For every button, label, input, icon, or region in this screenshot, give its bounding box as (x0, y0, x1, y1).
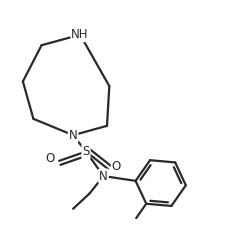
Text: NH: NH (71, 28, 89, 41)
Text: S: S (82, 145, 90, 158)
Text: O: O (46, 152, 55, 165)
Text: N: N (99, 169, 108, 183)
Text: O: O (112, 160, 121, 173)
Text: N: N (69, 129, 78, 142)
